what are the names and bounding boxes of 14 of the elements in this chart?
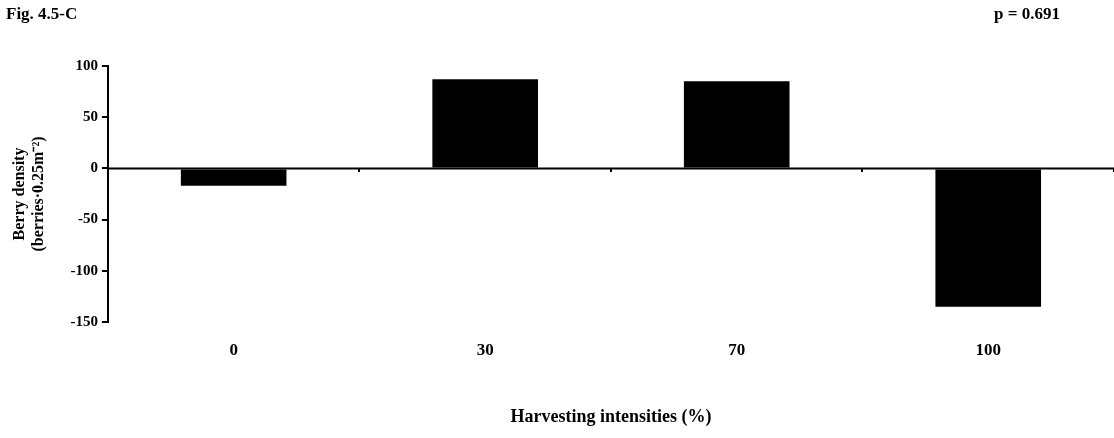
x-axis-title: Harvesting intensities (%)	[510, 405, 712, 427]
y-tick-label: -150	[70, 312, 98, 329]
y-tick-label: -100	[70, 261, 98, 278]
y-tick-label: -50	[77, 210, 98, 227]
x-tick-label: 0	[229, 339, 238, 359]
y-tick-label: 100	[75, 56, 98, 73]
y-tick-label: 50	[82, 108, 98, 125]
y-tick-label: 0	[90, 159, 98, 176]
x-tick-label: 30	[476, 339, 494, 359]
text: p = 0.691	[994, 3, 1060, 23]
x-tick-label: 100	[975, 339, 1001, 359]
chart-title: Fig. 4.5-C	[6, 3, 78, 23]
y-axis-title: Berry density (berries·0.25m⁻²)	[9, 136, 47, 252]
x-tick-label: 70	[728, 339, 746, 359]
